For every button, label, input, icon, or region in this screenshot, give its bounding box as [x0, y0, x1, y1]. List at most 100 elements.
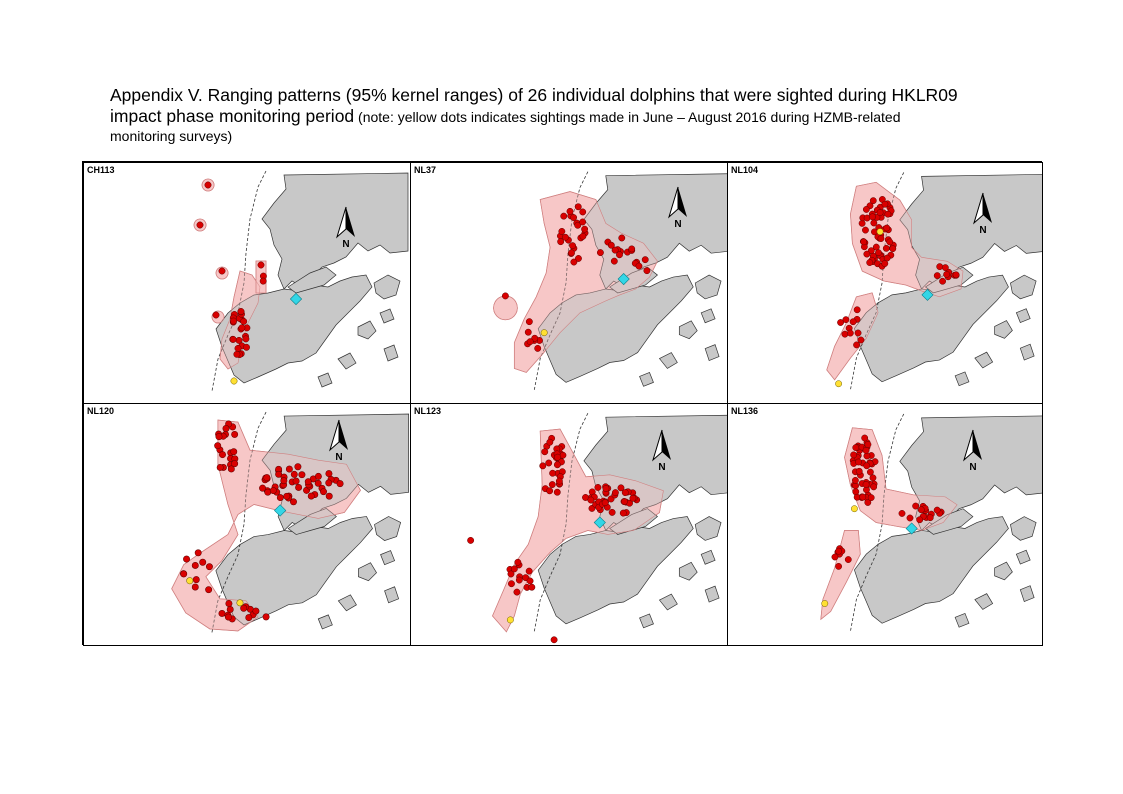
red-dot-icon [227, 465, 235, 473]
red-dot-icon [862, 206, 870, 213]
sightings [196, 181, 267, 385]
red-dot-icon [507, 570, 515, 578]
panel-label: NL104 [731, 165, 759, 175]
facility-marker [593, 516, 606, 529]
red-dot-icon [553, 461, 561, 469]
yellow-dot-icon [835, 380, 843, 388]
red-dot-icon [862, 447, 870, 454]
red-dot-icon [864, 499, 872, 506]
red-dot-icon [336, 480, 344, 488]
panel-label: NL37 [414, 165, 437, 175]
title-note: (note: yellow dots indicates sightings m… [354, 109, 901, 125]
red-dot-icon [549, 469, 557, 477]
red-dot-icon [320, 488, 327, 496]
water-boundary-line [533, 413, 589, 632]
north-arrow-icon: N [647, 428, 677, 478]
red-dot-icon [257, 261, 265, 269]
red-dot-icon [863, 452, 871, 460]
red-dot-icon [526, 577, 534, 585]
red-dot-icon [554, 453, 562, 461]
kernel-range-overlay-area [493, 295, 518, 320]
red-dot-icon [510, 565, 518, 573]
base-map [211, 170, 409, 392]
red-dot-icon [860, 238, 868, 246]
land-mass [337, 352, 357, 370]
red-dot-icon [562, 233, 569, 241]
red-dot-icon [608, 508, 616, 516]
yellow-dot-icon [236, 599, 244, 607]
red-dot-icon [513, 588, 521, 596]
land-mass [317, 614, 333, 630]
red-dot-icon [192, 576, 200, 584]
land-mass [1015, 308, 1031, 323]
red-dot-icon [886, 238, 894, 246]
red-dot-icon [555, 477, 563, 485]
red-dot-icon [617, 484, 625, 492]
title-line-3: monitoring surveys) [110, 128, 233, 144]
red-dot-icon [298, 471, 306, 479]
land-mass [678, 561, 698, 581]
land-mass [1015, 549, 1031, 565]
land-mass [383, 344, 399, 362]
north-arrow-icon: N [663, 185, 693, 235]
land-mass [337, 594, 357, 612]
red-dot-icon [596, 249, 604, 257]
kernel-range-overlay-area [171, 419, 361, 632]
red-dot-icon [218, 267, 226, 275]
red-dot-icon [863, 250, 871, 258]
red-dot-icon [898, 510, 906, 517]
water-boundary-line [850, 413, 905, 632]
red-dot-icon [199, 558, 207, 566]
red-dot-icon [191, 562, 199, 569]
red-dot-icon [531, 334, 539, 342]
red-dot-icon [952, 271, 960, 279]
panel-label: CH113 [87, 165, 115, 175]
panel-ch113: CH113 N [83, 162, 411, 404]
red-dot-icon [294, 463, 302, 471]
red-dot-icon [926, 514, 934, 522]
land-mass [1010, 274, 1037, 300]
land-mass [1019, 343, 1035, 361]
red-dot-icon [528, 583, 536, 591]
red-dot-icon [594, 484, 602, 491]
land-mass [374, 516, 402, 541]
base-map [211, 411, 410, 634]
red-dot-icon [557, 238, 565, 246]
red-dot-icon [852, 444, 860, 451]
red-dot-icon [240, 317, 248, 325]
red-dot-icon [242, 335, 250, 343]
red-dot-icon [534, 344, 542, 352]
red-dot-icon [546, 438, 554, 446]
yellow-dot-icon [850, 505, 858, 513]
map-nl37 [493, 171, 727, 391]
red-dot-icon [231, 430, 239, 438]
red-dot-icon [283, 492, 291, 500]
land-mass [700, 549, 716, 565]
red-dot-icon [205, 586, 213, 594]
red-dot-icon [861, 434, 869, 442]
red-dot-icon [243, 343, 250, 351]
red-dot-icon [629, 494, 637, 502]
yellow-dot-icon [506, 616, 514, 624]
land-mass [704, 585, 720, 603]
red-dot-icon [587, 496, 595, 504]
red-dot-icon [262, 613, 270, 621]
red-dot-icon [853, 493, 861, 501]
land-mass [384, 586, 400, 604]
red-dot-icon [219, 451, 226, 459]
red-dot-icon [245, 614, 253, 622]
red-dot-icon [849, 318, 857, 326]
panel-label: NL120 [87, 406, 115, 416]
north-arrow-icon: N [958, 428, 988, 478]
red-dot-icon [514, 558, 522, 566]
red-dot-icon [917, 506, 925, 514]
facility-marker [921, 288, 934, 301]
red-dot-icon [292, 477, 300, 485]
red-dot-icon [837, 319, 844, 326]
red-dot-icon [916, 516, 924, 524]
red-dot-icon [864, 441, 872, 448]
red-dot-icon [863, 462, 871, 470]
page-title: Appendix V. Ranging patterns (95% kernel… [110, 85, 1040, 146]
red-dot-icon [467, 536, 475, 544]
land-mass [974, 351, 994, 369]
